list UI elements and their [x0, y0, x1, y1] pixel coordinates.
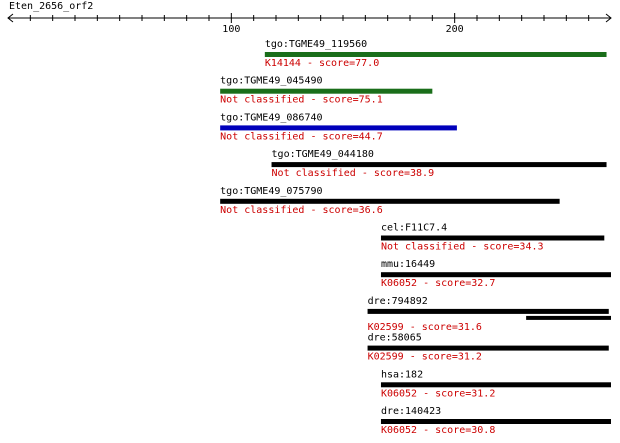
hit-row[interactable]: mmu:16449 K06052 - score=32.7 [380, 259, 611, 289]
hit-description: Not classified - score=38.9 [272, 168, 435, 179]
hit-alignment-bar[interactable] [380, 419, 611, 424]
hit-secondary-bar[interactable] [526, 315, 611, 320]
hit-description: K02599 - score=31.2 [368, 352, 482, 363]
hit-description: Not classified - score=44.7 [220, 131, 383, 142]
hit-row[interactable]: dre:794892 K02599 - score=31.6 [367, 296, 611, 333]
hit-row[interactable]: cel:F11C7.4 Not classified - score=34.3 [380, 223, 605, 253]
hit-description: K06052 - score=30.8 [381, 425, 495, 436]
hit-name[interactable]: tgo:TGME49_119560 [265, 39, 367, 50]
hit-alignment-bar[interactable] [367, 308, 609, 314]
hit-description: Not classified - score=34.3 [381, 242, 544, 253]
hit-name[interactable]: tgo:TGME49_045490 [220, 76, 322, 87]
hit-description: K06052 - score=31.2 [381, 388, 495, 399]
query-title: Eten_2656_orf2 [9, 1, 93, 12]
hit-name[interactable]: cel:F11C7.4 [381, 223, 447, 234]
hit-name[interactable]: mmu:16449 [381, 259, 435, 270]
hit-alignment-bar[interactable] [271, 162, 607, 168]
hit-name[interactable]: dre:140423 [381, 406, 441, 417]
hit-alignment-bar[interactable] [380, 272, 611, 278]
hit-name[interactable]: tgo:TGME49_075790 [220, 186, 322, 197]
hit-row[interactable]: dre:58065 K02599 - score=31.2 [367, 333, 609, 363]
hit-row[interactable]: tgo:TGME49_045490 Not classified - score=… [220, 76, 433, 106]
hit-alignment-bar[interactable] [380, 235, 605, 241]
hit-alignment-bar[interactable] [367, 345, 609, 351]
hit-alignment-bar[interactable] [264, 52, 607, 57]
hit-row[interactable]: tgo:TGME49_044180 Not classified - score=… [271, 149, 607, 179]
hit-name[interactable]: dre:794892 [368, 296, 428, 307]
position-axis: 100 200 [7, 13, 612, 35]
hit-description: K14144 - score=77.0 [265, 58, 379, 69]
hit-alignment-bar[interactable] [220, 88, 433, 94]
hit-name[interactable]: dre:58065 [368, 333, 422, 344]
hit-description: Not classified - score=36.6 [220, 205, 383, 216]
axis-tick-label: 200 [446, 24, 464, 35]
hit-alignment-bar[interactable] [220, 198, 560, 204]
hit-row[interactable]: tgo:TGME49_075790 Not classified - score=… [220, 186, 560, 216]
hit-row[interactable]: tgo:TGME49_119560 K14144 - score=77.0 [264, 39, 607, 69]
axis-right-arrow-icon [605, 13, 612, 23]
hit-name[interactable]: hsa:182 [381, 369, 423, 380]
hit-row[interactable]: dre:140423 K06052 - score=30.8 [380, 406, 611, 436]
axis-tick-label: 100 [222, 24, 240, 35]
hit-alignment-bar[interactable] [380, 382, 611, 388]
hit-description: K02599 - score=31.6 [368, 322, 482, 333]
hit-description: Not classified - score=75.1 [220, 95, 383, 106]
hit-description: K06052 - score=32.7 [381, 278, 495, 289]
hit-name[interactable]: tgo:TGME49_086740 [220, 112, 322, 123]
axis-left-arrow-icon [7, 13, 14, 23]
hit-name[interactable]: tgo:TGME49_044180 [272, 149, 374, 160]
hit-row[interactable]: tgo:TGME49_086740 Not classified - score=… [220, 112, 457, 142]
hit-alignment-bar[interactable] [220, 125, 457, 131]
hit-row[interactable]: hsa:182 K06052 - score=31.2 [380, 369, 611, 399]
